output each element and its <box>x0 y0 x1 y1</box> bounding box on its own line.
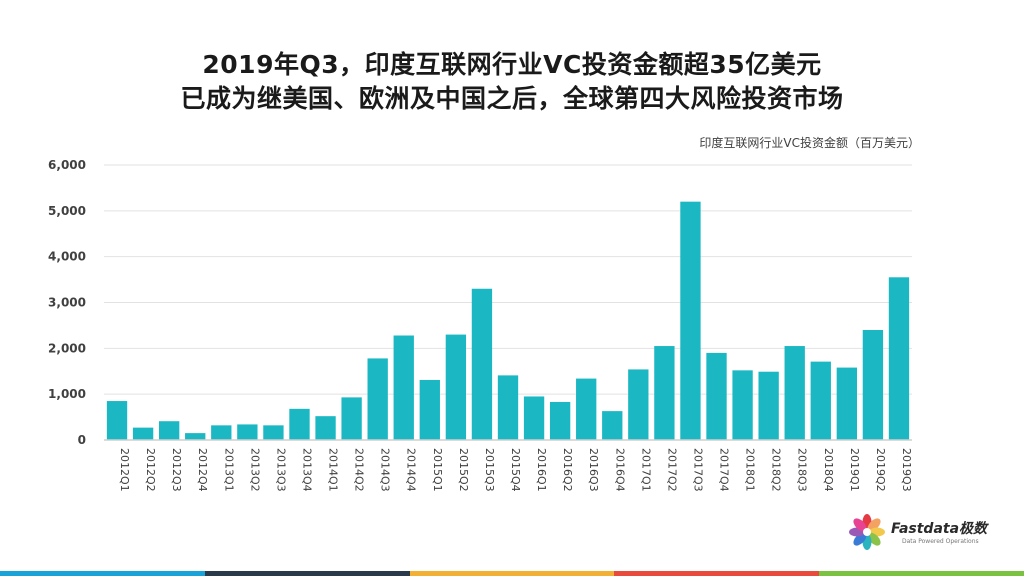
x-tick-label: 2015Q1 <box>431 448 444 492</box>
x-tick-label: 2017Q4 <box>718 448 731 492</box>
fastdata-logo: Fastdata极数 Data Powered Operations <box>848 513 988 553</box>
bar-2017Q2 <box>654 346 675 440</box>
bar-2012Q1 <box>106 401 128 440</box>
bar-2017Q1 <box>628 369 649 440</box>
y-tick-label: 6,000 <box>48 158 86 172</box>
x-tick-label: 2015Q3 <box>483 448 496 492</box>
x-tick-label: 2014Q4 <box>405 448 418 492</box>
y-tick-label: 1,000 <box>48 387 86 401</box>
x-tick-label: 2017Q2 <box>665 448 678 492</box>
brand-name: Fastdata极数 <box>891 521 988 537</box>
x-tick-label: 2014Q3 <box>379 448 392 492</box>
x-tick-label: 2019Q3 <box>900 448 913 492</box>
y-tick-label: 0 <box>78 433 86 447</box>
bar-2018Q1 <box>732 370 753 440</box>
bar-2016Q3 <box>576 378 597 440</box>
bar-2012Q3 <box>158 421 180 440</box>
footer-segment <box>0 571 205 576</box>
bar-2012Q4 <box>185 433 206 440</box>
footer-segment <box>614 571 820 576</box>
logo-petal <box>853 518 867 532</box>
x-tick-label: 2014Q1 <box>327 448 340 492</box>
bar-2019Q2 <box>862 330 884 440</box>
x-tick-label: 2017Q1 <box>639 448 652 492</box>
page-title-line-1: 2019年Q3，印度互联网行业VC投资金额超35亿美元 <box>202 50 822 79</box>
footer-segment <box>819 571 1024 576</box>
bar-2014Q2 <box>341 397 362 440</box>
x-tick-label: 2013Q2 <box>248 448 261 492</box>
x-tick-label: 2019Q1 <box>848 448 861 492</box>
footer-segment <box>409 571 615 576</box>
y-tick-label: 4,000 <box>48 250 86 264</box>
bar-2012Q2 <box>132 427 154 440</box>
bar-2018Q3 <box>784 346 805 440</box>
x-tick-label: 2017Q3 <box>691 448 704 492</box>
bar-2015Q4 <box>497 375 519 440</box>
x-tick-label: 2014Q2 <box>353 448 366 492</box>
bar-2014Q1 <box>315 416 336 440</box>
x-tick-label: 2016Q2 <box>561 448 574 492</box>
bar-2017Q3 <box>680 201 701 440</box>
logo-petal <box>853 532 867 546</box>
bar-2019Q1 <box>836 367 858 440</box>
bar-2018Q4 <box>810 361 831 440</box>
y-tick-label: 3,000 <box>48 296 86 310</box>
x-tick-label: 2016Q1 <box>535 448 548 492</box>
x-tick-label: 2016Q3 <box>587 448 600 492</box>
bars <box>106 201 910 440</box>
bar-2017Q4 <box>706 352 727 440</box>
x-tick-label: 2016Q4 <box>613 448 626 492</box>
bar-2014Q4 <box>393 335 414 440</box>
logo-petal <box>867 532 881 546</box>
x-tick-label: 2018Q3 <box>796 448 809 492</box>
bar-2013Q2 <box>237 424 258 440</box>
bar-2015Q1 <box>419 379 440 440</box>
flower-logo-icon <box>849 514 885 550</box>
footer-segment <box>204 571 410 576</box>
x-tick-label: 2013Q4 <box>300 448 313 492</box>
x-tick-label: 2015Q2 <box>457 448 470 492</box>
x-tick-label: 2013Q1 <box>222 448 235 492</box>
bar-2016Q4 <box>602 411 623 440</box>
x-axis-ticks: 2012Q1 2012Q2 2012Q3 2012Q4 2013Q1 2013Q2 2013… <box>118 448 913 492</box>
x-tick-label: 2018Q4 <box>822 448 835 492</box>
bar-2013Q4 <box>289 408 310 440</box>
bar-2018Q2 <box>758 371 779 440</box>
y-tick-label: 2,000 <box>48 341 86 355</box>
x-tick-label: 2018Q2 <box>770 448 783 492</box>
x-tick-label: 2012Q2 <box>144 448 157 492</box>
x-tick-label: 2012Q4 <box>196 448 209 492</box>
bar-2013Q3 <box>263 425 284 440</box>
logo-petal <box>867 518 881 532</box>
logo-center <box>863 528 871 536</box>
brand-tagline: Data Powered Operations <box>902 538 979 545</box>
x-tick-label: 2018Q1 <box>744 448 757 492</box>
bar-2013Q1 <box>211 425 232 440</box>
x-tick-label: 2019Q2 <box>874 448 887 492</box>
bar-2016Q1 <box>523 396 545 440</box>
x-tick-label: 2012Q1 <box>118 448 131 492</box>
chart-title: 印度互联网行业VC投资金额（百万美元） <box>699 136 920 150</box>
bar-2016Q2 <box>549 401 571 440</box>
bar-2015Q3 <box>471 288 493 440</box>
y-axis-ticks: 0 1,000 2,000 3,000 4,000 5,000 6,000 <box>48 158 86 447</box>
bar-2019Q3 <box>888 277 910 440</box>
footer-color-bar <box>0 571 1024 576</box>
bar-2014Q3 <box>367 358 388 440</box>
x-tick-label: 2013Q3 <box>274 448 287 492</box>
bar-2015Q2 <box>445 334 467 440</box>
page-title-line-2: 已成为继美国、欧洲及中国之后，全球第四大风险投资市场 <box>180 84 844 113</box>
y-tick-label: 5,000 <box>48 204 86 218</box>
x-tick-label: 2012Q3 <box>170 448 183 492</box>
x-tick-label: 2015Q4 <box>509 448 522 492</box>
